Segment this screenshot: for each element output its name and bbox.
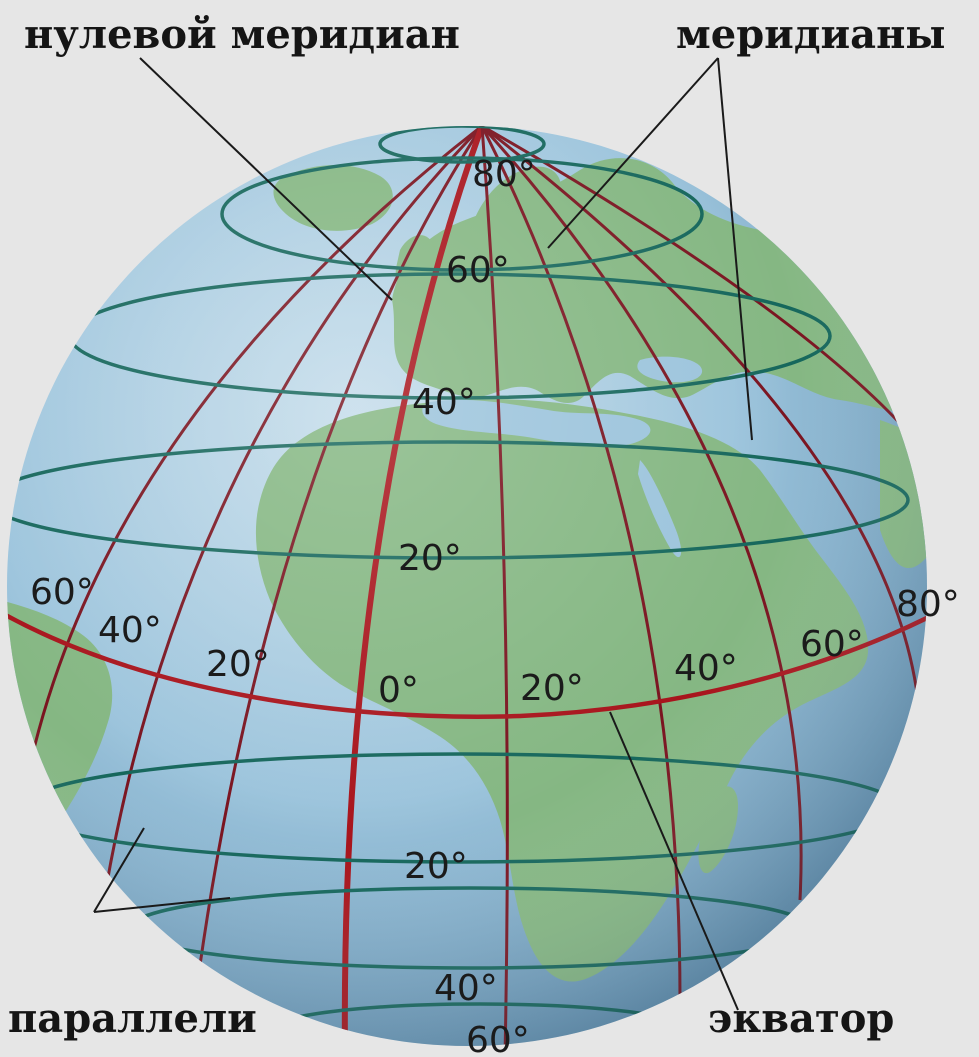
- longitude-label-zero: 0°: [378, 670, 419, 711]
- globe-shading: [7, 126, 927, 1046]
- parallels-callout: параллели: [8, 995, 257, 1042]
- longitude-labels: 60° 40° 20° 0° 20° 40° 60° 80°: [30, 572, 960, 711]
- latitude-label-n20: 20°: [398, 538, 462, 579]
- meridians-leader: [717, 57, 753, 441]
- longitude-label-e40: 40°: [674, 648, 738, 689]
- equator-callout: экватор: [708, 995, 894, 1042]
- latitude-label-s40: 40°: [434, 968, 498, 1009]
- longitude-label-e60: 60°: [800, 624, 864, 665]
- latitude-label-n60: 60°: [446, 250, 510, 291]
- longitude-label-w60: 60°: [30, 572, 94, 613]
- prime-meridian-callout: нулевой меридиан: [24, 11, 460, 58]
- longitude-label-e20: 20°: [520, 668, 584, 709]
- longitude-label-w40: 40°: [98, 610, 162, 651]
- equator-leader: [609, 711, 739, 1011]
- callout-leaders: [93, 57, 753, 1011]
- latitude-label-n80: 80°: [472, 154, 536, 195]
- longitude-label-e80: 80°: [896, 584, 960, 625]
- latitude-label-s60: 60°: [466, 1020, 530, 1057]
- latitude-labels: 80° 60° 40° 20° 20° 40° 60°: [398, 154, 536, 1057]
- prime-meridian-leader: [139, 57, 393, 301]
- parallels-leader: [93, 897, 231, 913]
- longitude-label-w20: 20°: [206, 644, 270, 685]
- latitude-label-n40: 40°: [412, 382, 476, 423]
- meridians-callout: меридианы: [676, 11, 945, 58]
- parallels-leader: [93, 827, 145, 913]
- latitude-label-s20: 20°: [404, 846, 468, 887]
- meridians-leader: [547, 57, 719, 249]
